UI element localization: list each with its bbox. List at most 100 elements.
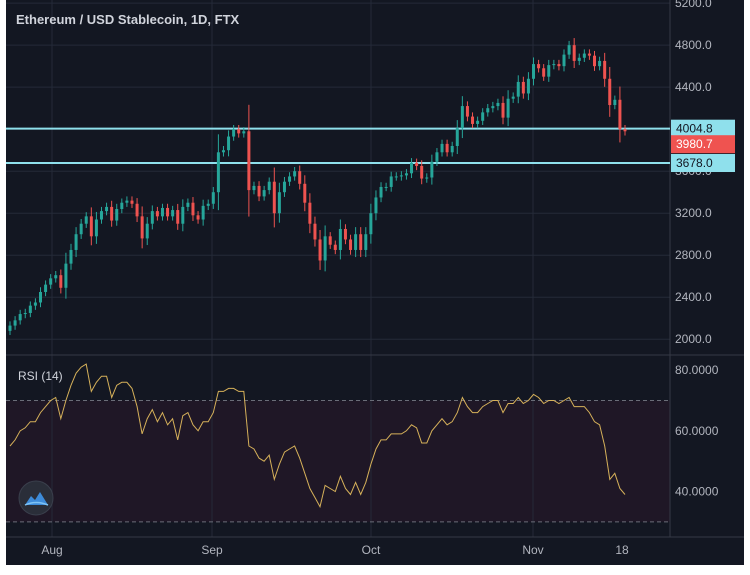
candle-body — [450, 145, 454, 153]
price-tick-label: 2000.0 — [675, 332, 712, 346]
candle-body — [99, 211, 103, 220]
candle-body — [64, 263, 68, 288]
candle-body — [216, 152, 220, 193]
candle-body — [298, 171, 302, 184]
candle-body — [435, 152, 439, 162]
candle-body — [521, 81, 525, 94]
candle-body — [460, 106, 464, 129]
candle-body — [465, 106, 469, 117]
rsi-tick-label: 80.0000 — [675, 363, 719, 377]
price-tag-text: 3980.7 — [676, 137, 713, 151]
candle-body — [272, 181, 276, 214]
candle-body — [288, 176, 292, 182]
candle-body — [206, 203, 210, 206]
price-tag-text: 4004.8 — [676, 122, 713, 136]
candle-body — [501, 102, 505, 118]
candle-body — [115, 209, 119, 221]
candle-body — [13, 320, 17, 326]
price-tag-box — [671, 119, 735, 138]
candle-body — [552, 64, 556, 66]
candle-body — [262, 190, 266, 197]
candle-body — [526, 78, 530, 94]
candle-body — [506, 98, 510, 118]
candle-body — [303, 183, 307, 203]
candle-body — [415, 162, 419, 166]
candle-body — [28, 305, 32, 313]
candle-body — [181, 206, 185, 224]
candle-body — [394, 176, 398, 178]
candle-body — [242, 131, 246, 134]
rsi-line — [9, 363, 626, 509]
candle-body — [221, 150, 225, 153]
candle-body — [374, 197, 378, 214]
candle-body — [623, 129, 627, 132]
candle-body — [18, 314, 22, 321]
time-tick-label: Nov — [522, 543, 543, 557]
candle-body — [201, 205, 205, 220]
candles — [8, 38, 627, 336]
candle-body — [562, 54, 566, 67]
candle-body — [140, 216, 144, 239]
candle-body — [572, 45, 576, 61]
rsi-pane — [6, 363, 670, 523]
price-tick-label: 5200.0 — [675, 0, 712, 10]
candle-body — [89, 216, 93, 237]
candle-body — [160, 207, 164, 217]
candle-body — [135, 203, 139, 217]
time-axis: Aug Sep Oct Nov 18 — [41, 543, 629, 557]
candle-body — [577, 57, 581, 61]
time-tick-label: Oct — [362, 543, 381, 557]
horizontal-levels[interactable] — [6, 127, 670, 165]
candle-body — [54, 275, 58, 279]
price-tick-label: 4800.0 — [675, 38, 712, 52]
price-axis: 2000.02400.02800.03200.03600.04400.04800… — [675, 0, 712, 346]
candle-body — [328, 236, 332, 245]
candle-body — [511, 96, 515, 99]
candle-body — [145, 223, 149, 239]
candle-body — [227, 136, 231, 151]
candle-body — [313, 223, 317, 240]
time-tick-label: Sep — [201, 543, 223, 557]
candle-body — [44, 284, 48, 292]
candle-body — [404, 173, 408, 176]
candle-body — [379, 186, 383, 198]
candle-body — [308, 202, 312, 224]
candle-body — [74, 234, 78, 250]
logo-icon[interactable] — [18, 480, 54, 516]
candle-body — [105, 206, 109, 212]
candle-body — [130, 200, 134, 204]
candle-body — [323, 236, 327, 261]
candle-body — [587, 53, 591, 56]
rsi-tick-label: 60.0000 — [675, 424, 719, 438]
candle-body — [110, 206, 114, 221]
candle-body — [33, 302, 37, 306]
candle-body — [389, 176, 393, 187]
candle-body — [349, 239, 353, 250]
price-tag-box — [671, 135, 735, 154]
level-price-tag: 4004.8 — [671, 119, 735, 138]
price-tag-box — [671, 154, 735, 173]
price-tag-text: 3678.0 — [676, 156, 713, 170]
rsi-band — [6, 400, 670, 522]
candle-body — [155, 211, 159, 217]
candle-body — [23, 312, 27, 315]
candle-body — [125, 200, 129, 203]
candle-body — [542, 68, 546, 77]
grid — [6, 0, 670, 537]
candle-body — [537, 64, 541, 69]
candle-body — [491, 106, 495, 109]
candle-body — [384, 186, 388, 188]
candle-body — [211, 192, 215, 204]
time-tick-label: 18 — [615, 543, 629, 557]
price-tick-label: 3200.0 — [675, 206, 712, 220]
candle-body — [557, 64, 561, 67]
candle-body — [166, 207, 170, 217]
candle-body — [338, 228, 342, 250]
candle-body — [186, 202, 190, 207]
candle-body — [8, 325, 12, 331]
candle-body — [420, 165, 424, 179]
candle-body — [232, 129, 236, 137]
price-tick-label: 2800.0 — [675, 248, 712, 262]
